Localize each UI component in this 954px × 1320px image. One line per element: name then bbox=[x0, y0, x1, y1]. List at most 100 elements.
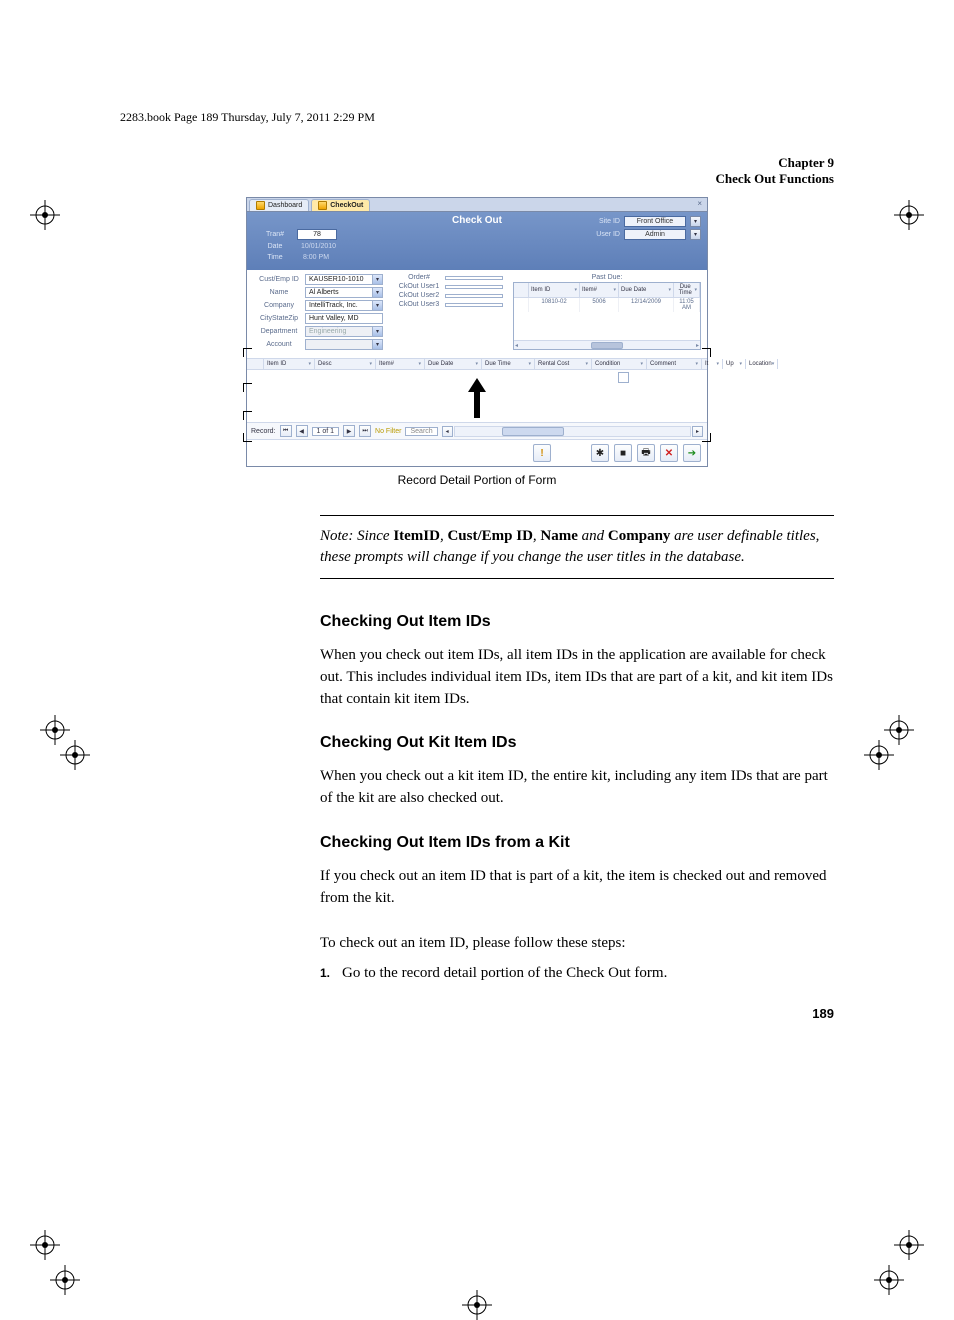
detail-col-itemno[interactable]: Item#▾ bbox=[376, 359, 425, 369]
page-number: 189 bbox=[320, 1006, 834, 1021]
tab-label: Dashboard bbox=[268, 202, 302, 209]
note-block: Note: Since ItemID, Cust/Emp ID, Name an… bbox=[320, 515, 834, 579]
bracket-icon bbox=[243, 433, 252, 442]
next-record-button[interactable]: ▶ bbox=[343, 425, 355, 437]
detail-col-itemid[interactable]: Item ID▾ bbox=[264, 359, 315, 369]
time-value: 8:00 PM bbox=[297, 253, 335, 262]
arrow-up-icon bbox=[468, 378, 486, 418]
department-label: Department bbox=[253, 328, 305, 335]
detail-col-location[interactable]: Location▾ bbox=[746, 359, 778, 369]
userid-field[interactable]: Admin bbox=[624, 229, 686, 240]
department-field[interactable]: Engineering▾ bbox=[305, 326, 383, 337]
checkout-form-screenshot: Dashboard CheckOut × Check Out Tran# bbox=[246, 197, 708, 467]
detail-col-up[interactable]: Up▾ bbox=[723, 359, 746, 369]
detail-col-comment[interactable]: Comment▾ bbox=[647, 359, 702, 369]
tab-bar: Dashboard CheckOut × bbox=[247, 198, 707, 212]
record-label: Record: bbox=[251, 428, 276, 435]
tran-value: 78 bbox=[297, 229, 337, 240]
detail-grid-header: Item ID▾ Desc▾ Item#▾ Due Date▾ Due Time… bbox=[247, 358, 707, 370]
prev-record-button[interactable]: ◀ bbox=[296, 425, 308, 437]
custempid-field[interactable]: KAUSER10-1010▾ bbox=[305, 274, 383, 285]
detail-col-rentalcost[interactable]: Rental Cost▾ bbox=[535, 359, 592, 369]
chevron-down-icon[interactable]: ▾ bbox=[690, 216, 701, 227]
date-value: 10/01/2010 bbox=[297, 242, 340, 251]
crop-mark-icon bbox=[60, 740, 90, 770]
step-number: 1. bbox=[320, 966, 342, 980]
filter-status[interactable]: No Filter bbox=[375, 428, 401, 435]
figure-caption: Record Detail Portion of Form bbox=[120, 473, 834, 487]
detail-col-select[interactable] bbox=[247, 359, 264, 369]
form-icon bbox=[256, 201, 265, 210]
name-label: Name bbox=[253, 289, 305, 296]
body-text: If you check out an item ID that is part… bbox=[320, 866, 834, 910]
first-record-button[interactable]: ⏮ bbox=[280, 425, 292, 437]
form-icon bbox=[318, 201, 327, 210]
detail-col-it[interactable]: It▾ bbox=[702, 359, 723, 369]
pastdue-col-itemid[interactable]: Item ID▾ bbox=[529, 283, 580, 298]
chapter-number: Chapter 9 bbox=[120, 155, 834, 171]
pastdue-scrollbar[interactable]: ◂▸ bbox=[514, 340, 700, 349]
ckoutuser3-field[interactable] bbox=[445, 303, 503, 307]
crop-mark-icon bbox=[894, 200, 924, 230]
last-record-button[interactable]: ⏭ bbox=[359, 425, 371, 437]
tab-dashboard[interactable]: Dashboard bbox=[249, 199, 309, 211]
tab-checkout[interactable]: CheckOut bbox=[311, 199, 370, 211]
checkbox[interactable] bbox=[618, 372, 629, 383]
figure: Dashboard CheckOut × Check Out Tran# bbox=[120, 197, 834, 487]
pastdue-row[interactable]: 10810-02 5006 12/14/2009 11:05 AM bbox=[514, 298, 700, 312]
bracket-icon bbox=[243, 383, 252, 392]
section-heading: Checking Out Item IDs bbox=[320, 613, 834, 631]
ckoutuser1-field[interactable] bbox=[445, 285, 503, 289]
company-label: Company bbox=[253, 302, 305, 309]
form-button-bar: ! ✱ ■ 🖶 ✕ ➔ bbox=[247, 440, 707, 466]
tran-label: Tran# bbox=[253, 231, 297, 238]
running-head: 2283.book Page 189 Thursday, July 7, 201… bbox=[120, 110, 834, 125]
pastdue-col-duetime[interactable]: Due Time▾ bbox=[674, 283, 700, 298]
company-field[interactable]: IntelliTrack, Inc.▾ bbox=[305, 300, 383, 311]
chevron-down-icon[interactable]: ▾ bbox=[372, 275, 382, 284]
print-button[interactable]: 🖶 bbox=[637, 444, 655, 462]
record-navigator: Record: ⏮ ◀ 1 of 1 ▶ ⏭ No Filter Search … bbox=[247, 423, 707, 440]
note-prefix: Note: bbox=[320, 528, 357, 544]
order-field[interactable] bbox=[445, 276, 503, 280]
bracket-icon bbox=[243, 411, 252, 420]
detail-col-condition[interactable]: Condition▾ bbox=[592, 359, 647, 369]
new-button[interactable]: ✱ bbox=[591, 444, 609, 462]
exit-button[interactable]: ➔ bbox=[683, 444, 701, 462]
crop-mark-icon bbox=[864, 740, 894, 770]
detail-col-desc[interactable]: Desc▾ bbox=[315, 359, 376, 369]
pastdue-col-duedate[interactable]: Due Date▾ bbox=[619, 283, 674, 298]
horizontal-scrollbar[interactable]: ◂▸ bbox=[442, 426, 703, 437]
order-label: Order# bbox=[393, 274, 445, 281]
detail-col-duetime[interactable]: Due Time▾ bbox=[482, 359, 535, 369]
close-icon[interactable]: × bbox=[694, 199, 705, 211]
siteid-field[interactable]: Front Office bbox=[624, 216, 686, 227]
search-input[interactable]: Search bbox=[405, 427, 437, 436]
save-button[interactable]: ■ bbox=[614, 444, 632, 462]
body-text: When you check out a kit item ID, the en… bbox=[320, 766, 834, 810]
detail-col-duedate[interactable]: Due Date▾ bbox=[425, 359, 482, 369]
chevron-down-icon[interactable]: ▾ bbox=[690, 229, 701, 240]
citystatezip-field: Hunt Valley, MD bbox=[305, 313, 383, 324]
pastdue-label: Past Due: bbox=[513, 274, 701, 281]
chevron-down-icon[interactable]: ▾ bbox=[372, 301, 382, 310]
chevron-down-icon[interactable]: ▾ bbox=[372, 340, 382, 349]
pastdue-grid: Item ID▾ Item#▾ Due Date▾ Due Time▾ 1081… bbox=[513, 282, 701, 350]
ckoutuser1-label: CkOut User1 bbox=[393, 283, 445, 290]
crop-mark-icon bbox=[50, 1265, 80, 1295]
ckoutuser2-field[interactable] bbox=[445, 294, 503, 298]
chevron-down-icon[interactable]: ▾ bbox=[372, 288, 382, 297]
alert-button[interactable]: ! bbox=[533, 444, 551, 462]
delete-button[interactable]: ✕ bbox=[660, 444, 678, 462]
pastdue-col-itemno[interactable]: Item#▾ bbox=[580, 283, 619, 298]
detail-grid-body[interactable] bbox=[247, 370, 707, 423]
body-text: When you check out item IDs, all item ID… bbox=[320, 645, 834, 710]
section-heading: Checking Out Kit Item IDs bbox=[320, 734, 834, 752]
bracket-icon bbox=[243, 348, 252, 357]
name-field[interactable]: Al Alberts▾ bbox=[305, 287, 383, 298]
pastdue-col-select[interactable] bbox=[514, 283, 529, 298]
step-list: 1. Go to the record detail portion of th… bbox=[320, 965, 834, 982]
chevron-down-icon[interactable]: ▾ bbox=[372, 327, 382, 336]
account-field[interactable]: ▾ bbox=[305, 339, 383, 350]
customer-fields: Cust/Emp IDKAUSER10-1010▾ NameAl Alberts… bbox=[253, 274, 383, 352]
